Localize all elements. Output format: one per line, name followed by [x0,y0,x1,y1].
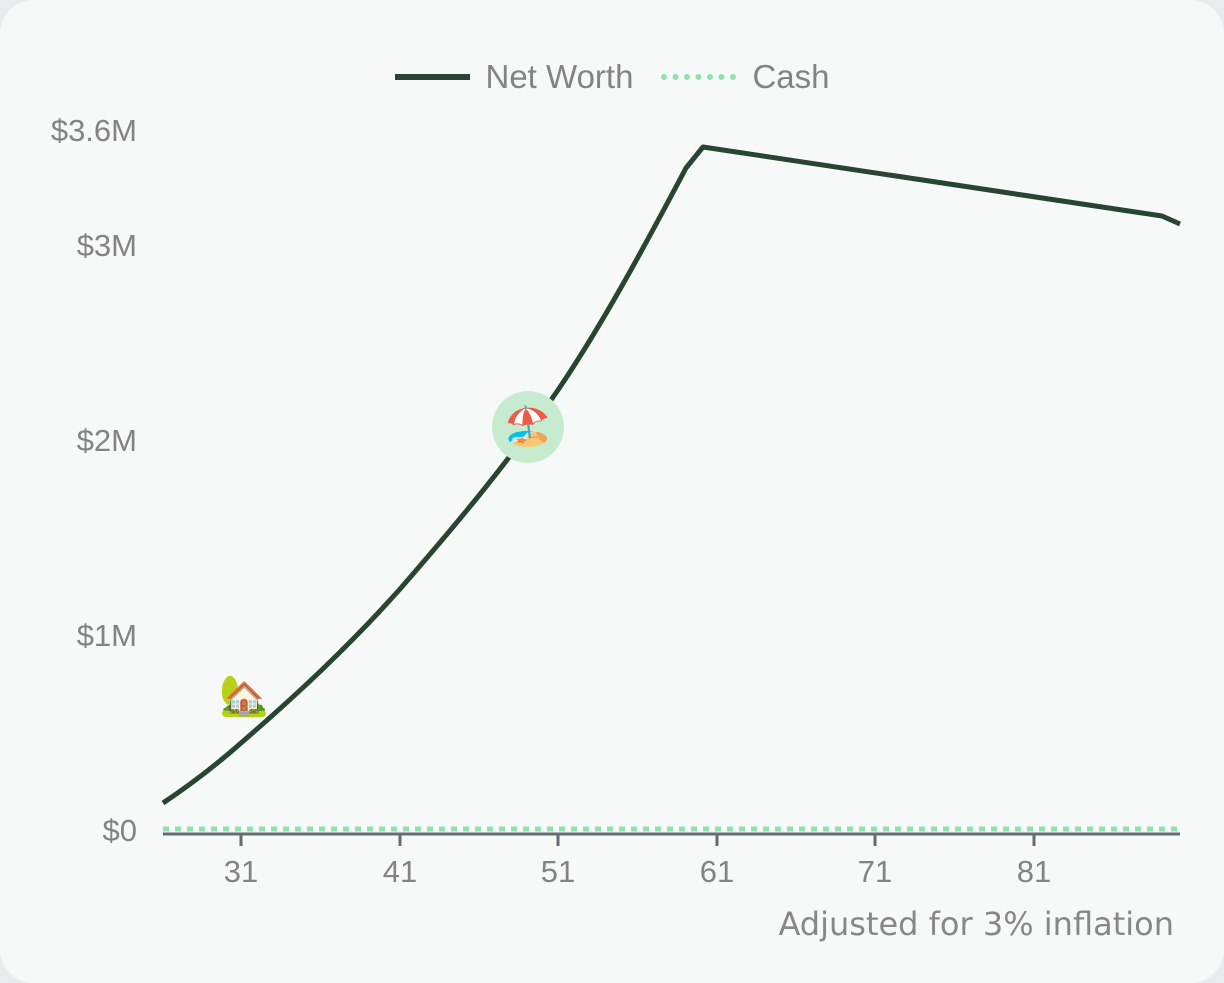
x-axis-label: 31 [223,854,259,889]
x-axis-label: 41 [382,854,418,889]
y-axis-label: $0 [102,813,137,848]
y-axis-label: $3M [76,228,137,263]
beach-emoji: 🏖️ [504,406,552,448]
x-axis-label: 51 [540,854,576,889]
solid-line-swatch-icon [394,74,470,80]
beach-umbrella-icon[interactable]: 🏖️ [492,391,564,463]
legend-item-net-worth[interactable]: Net Worth [394,58,634,96]
y-axis-label: $2M [76,423,137,458]
x-axis-label: 81 [1016,854,1052,889]
house-icon[interactable]: 🏡 [219,674,269,718]
y-axis-label: $1M [76,618,137,653]
x-axis-ticks [239,834,1036,846]
net-worth-line[interactable] [161,144,1182,806]
y-axis-label: $3.6M [50,113,137,148]
legend-label: Cash [752,58,830,95]
x-axis-label: 71 [857,854,893,889]
x-axis-label: 61 [699,854,735,889]
dotted-line-swatch-icon [661,74,737,80]
chart-legend: Net Worth Cash [0,58,1224,96]
inflation-note: Adjusted for 3% inflation [778,905,1174,943]
legend-item-cash[interactable]: Cash [661,58,829,96]
legend-label: Net Worth [485,58,634,95]
